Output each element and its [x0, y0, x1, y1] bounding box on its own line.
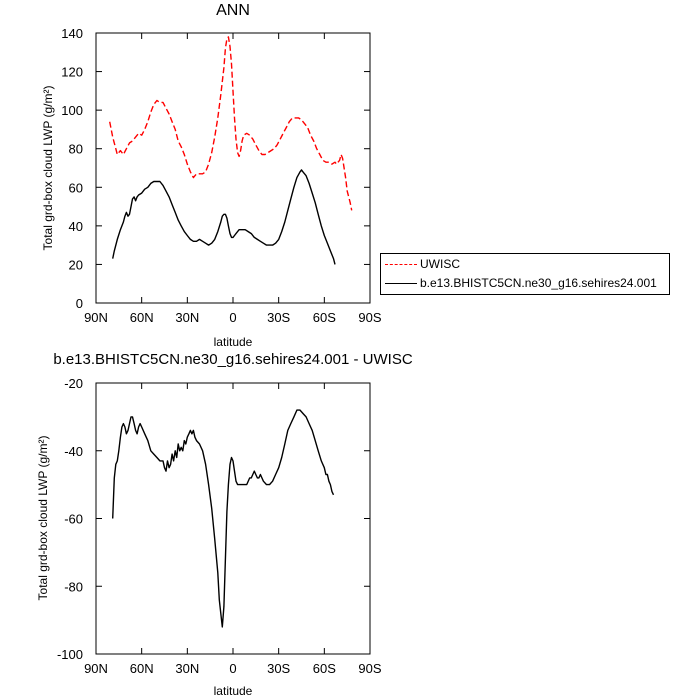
- top-x-tick-label: 60N: [130, 310, 154, 325]
- top-x-axis: 90N 60N 30N 0 30S 60S 90S: [84, 33, 382, 325]
- top-y-tick-label: 140: [61, 26, 83, 41]
- legend-entry-uwisc: UWISC: [385, 256, 460, 272]
- top-x-axis-label: latitude: [214, 335, 253, 349]
- bottom-x-tick-label: 60N: [130, 661, 154, 676]
- top-series-line-solid-1: [112, 169, 336, 265]
- bottom-x-tick-label: 30N: [175, 661, 199, 676]
- bottom-x-tick-label: 90N: [84, 661, 108, 676]
- bottom-y-tick-label: -100: [57, 647, 83, 662]
- bottom-plot-lines: [112, 409, 335, 628]
- top-chart-title: ANN: [216, 2, 250, 19]
- top-y-axis: 0 20 40 60 80 100 120 140: [61, 26, 370, 311]
- bottom-panel: b.e13.BHISTC5CN.ne30_g16.sehires24.001 -…: [36, 351, 413, 698]
- top-panel: ANN 90N 60N 30N 0 30S 60S 90S 0 20 40 60 80 100 120 1…: [41, 2, 382, 349]
- legend-swatch-dashed-red: [385, 263, 417, 265]
- bottom-x-axis: 90N 60N 30N 0 30S 60S 90S: [84, 383, 382, 676]
- bottom-x-axis-label: latitude: [214, 684, 253, 698]
- top-x-tick-label: 90N: [84, 310, 108, 325]
- top-x-tick-label: 60S: [313, 310, 336, 325]
- legend-entry-model: b.e13.BHISTC5CN.ne30_g16.sehires24.001: [385, 275, 657, 291]
- bottom-y-tick-label: -60: [64, 512, 83, 527]
- bottom-series-line-solid-0: [112, 409, 335, 628]
- top-plot-frame: [95, 32, 371, 304]
- bottom-x-tick-label: 90S: [358, 661, 381, 676]
- bottom-y-axis: -100 -80 -60 -40 -20: [57, 376, 370, 662]
- bottom-y-tick-label: -40: [64, 444, 83, 459]
- bottom-y-tick-label: -20: [64, 376, 83, 391]
- top-x-tick-label: 30S: [267, 310, 290, 325]
- bottom-y-tick-label: -80: [64, 579, 83, 594]
- top-x-tick-label: 30N: [175, 310, 199, 325]
- bottom-y-axis-label: Total grd-box cloud LWP (g/m²): [36, 436, 50, 601]
- top-y-axis-label: Total grd-box cloud LWP (g/m²): [41, 86, 55, 251]
- top-y-tick-label: 100: [61, 103, 83, 118]
- legend-label-model: b.e13.BHISTC5CN.ne30_g16.sehires24.001: [420, 276, 657, 290]
- top-y-tick-label: 20: [69, 257, 83, 272]
- legend-swatch-solid-black: [385, 282, 417, 284]
- bottom-x-tick-label: 0: [229, 661, 236, 676]
- top-x-tick-label: 90S: [358, 310, 381, 325]
- top-y-tick-label: 120: [61, 65, 83, 80]
- bottom-plot-frame: [95, 382, 371, 655]
- legend: UWISC b.e13.BHISTC5CN.ne30_g16.sehires24…: [380, 253, 670, 295]
- top-y-tick-label: 40: [69, 219, 83, 234]
- top-x-tick-label: 0: [229, 310, 236, 325]
- top-plot-lines: [109, 36, 353, 265]
- bottom-chart-title: b.e13.BHISTC5CN.ne30_g16.sehires24.001 -…: [53, 351, 413, 368]
- bottom-x-tick-label: 60S: [313, 661, 336, 676]
- top-y-tick-label: 0: [76, 296, 83, 311]
- top-series-line-dashed-0: [109, 36, 353, 211]
- top-y-tick-label: 60: [69, 180, 83, 195]
- legend-label-uwisc: UWISC: [420, 257, 460, 271]
- top-y-tick-label: 80: [69, 142, 83, 157]
- bottom-x-tick-label: 30S: [267, 661, 290, 676]
